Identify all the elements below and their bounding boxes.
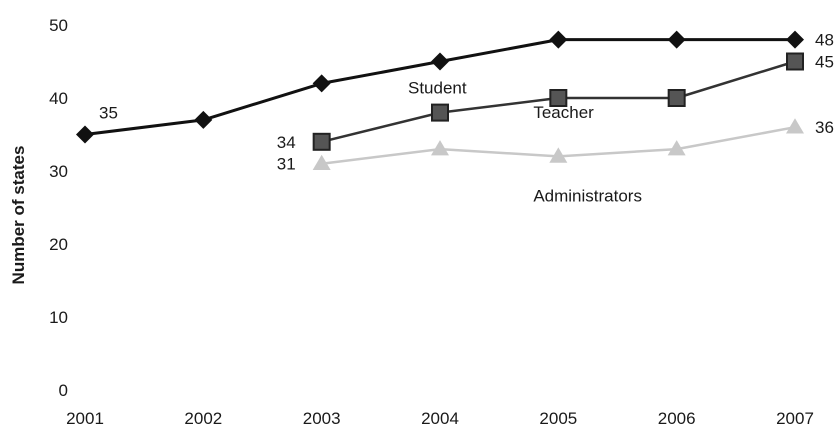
y-tick-label: 50 bbox=[49, 16, 68, 35]
data-label: 45 bbox=[815, 53, 834, 72]
data-point bbox=[786, 30, 804, 49]
x-tick-label: 2007 bbox=[776, 409, 814, 428]
data-point bbox=[312, 132, 331, 151]
data-point bbox=[549, 89, 568, 107]
data-point bbox=[549, 30, 568, 49]
data-point bbox=[786, 118, 804, 134]
data-point bbox=[431, 52, 449, 71]
data-point bbox=[667, 140, 686, 156]
x-tick-label: 2006 bbox=[658, 409, 696, 428]
y-tick-label: 10 bbox=[49, 308, 68, 327]
series-markers bbox=[76, 30, 804, 170]
y-axis-label: Number of states bbox=[9, 146, 28, 285]
data-label: 31 bbox=[277, 155, 296, 174]
y-axis-ticks: 0 10 20 30 40 50 bbox=[49, 16, 68, 400]
x-axis-ticks: 2001 2002 2003 2004 2005 2006 2007 bbox=[66, 409, 814, 428]
data-point bbox=[431, 103, 449, 122]
data-label: 35 bbox=[99, 104, 118, 123]
series-name-label: Student bbox=[408, 79, 467, 98]
data-point bbox=[786, 52, 804, 71]
x-tick-label: 2001 bbox=[66, 409, 104, 428]
x-tick-label: 2002 bbox=[184, 409, 222, 428]
series-name-label: Teacher bbox=[533, 103, 594, 122]
data-point bbox=[431, 140, 449, 156]
y-tick-label: 0 bbox=[59, 381, 68, 400]
x-tick-label: 2005 bbox=[539, 409, 577, 428]
data-point bbox=[667, 30, 686, 49]
series-name-labels: Student Teacher Administrators bbox=[408, 79, 642, 206]
data-point bbox=[312, 74, 331, 93]
data-labels: 35 48 34 45 31 36 bbox=[99, 31, 834, 174]
series-name-label: Administrators bbox=[533, 186, 642, 205]
data-point bbox=[549, 147, 568, 163]
data-point bbox=[194, 110, 213, 129]
x-tick-label: 2004 bbox=[421, 409, 459, 428]
x-tick-label: 2003 bbox=[303, 409, 341, 428]
data-label: 48 bbox=[815, 31, 834, 50]
data-point bbox=[667, 89, 686, 107]
data-point bbox=[312, 154, 331, 170]
y-tick-label: 20 bbox=[49, 235, 68, 254]
y-tick-label: 40 bbox=[49, 89, 68, 108]
data-label: 36 bbox=[815, 118, 834, 137]
data-label: 34 bbox=[277, 133, 296, 152]
y-tick-label: 30 bbox=[49, 162, 68, 181]
data-point bbox=[76, 125, 94, 144]
